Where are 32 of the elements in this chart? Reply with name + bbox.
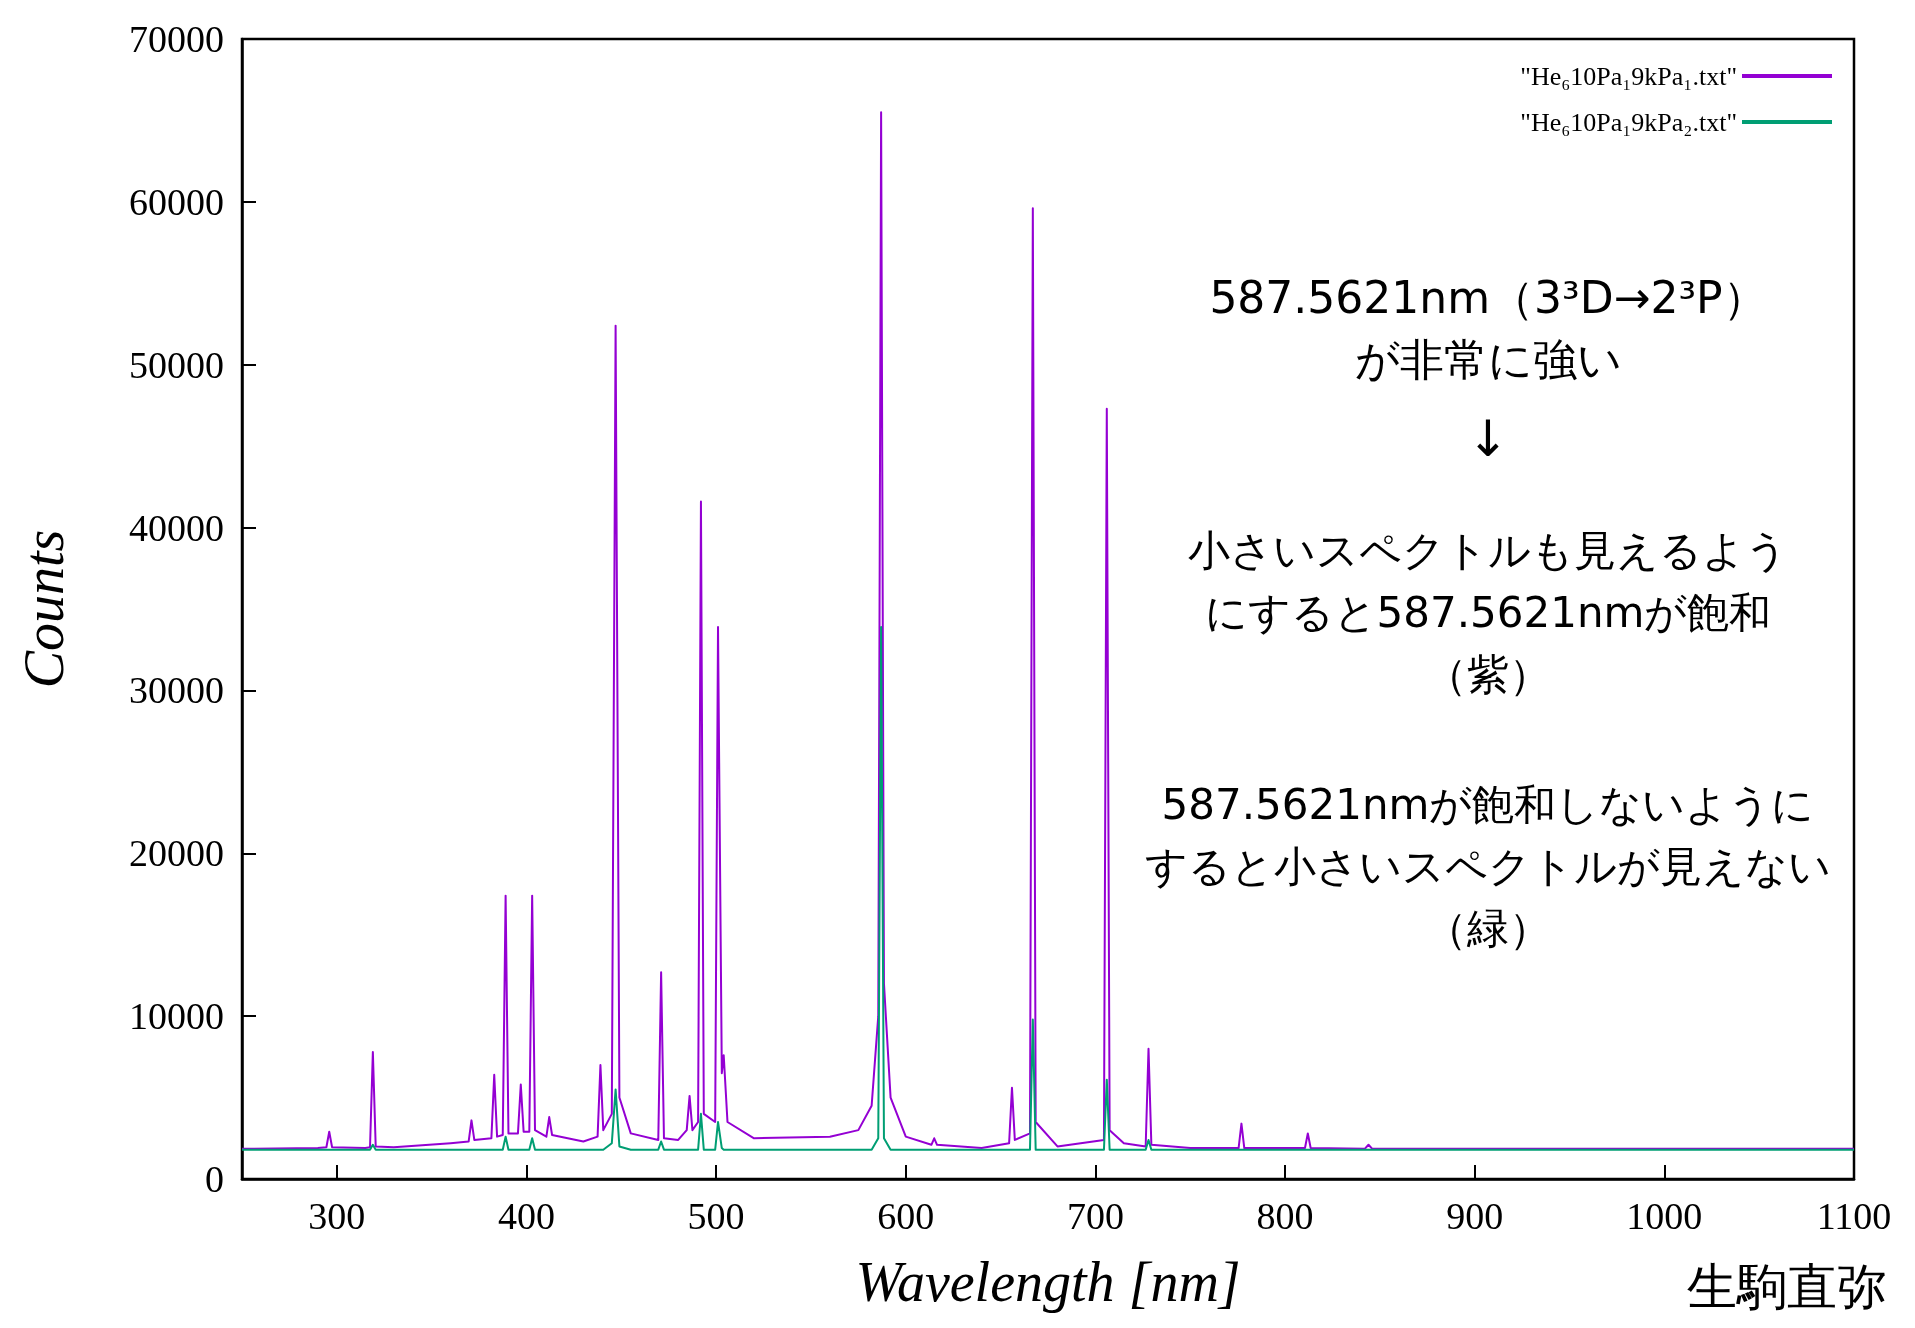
y-axis-title: Counts: [13, 529, 75, 689]
annotation: にすると587.5621nmが飽和: [1204, 587, 1772, 637]
x-tick-label: 700: [1066, 1195, 1124, 1237]
x-axis-title: Wavelength [nm]: [855, 1251, 1241, 1313]
annotation: 587.5621nmが飽和しないように: [1161, 779, 1815, 829]
annotation: が非常に強い: [1354, 334, 1622, 386]
annotation: （紫）: [1425, 649, 1551, 699]
x-tick-label: 400: [497, 1195, 555, 1237]
x-tick-label: 1100: [1816, 1195, 1892, 1237]
y-tick-label: 50000: [129, 343, 224, 386]
x-tick-label: 600: [877, 1195, 935, 1237]
x-tick-label: 1000: [1626, 1195, 1703, 1237]
legend-label: "He₆10Pa₁9kPa₂.txt": [1520, 107, 1737, 137]
y-tick-label: 20000: [129, 832, 224, 875]
y-tick-label: 70000: [129, 18, 224, 60]
x-tick-label: 900: [1446, 1195, 1504, 1237]
text: 生駒直弥: [1687, 1258, 1887, 1316]
y-tick-label: 10000: [129, 995, 224, 1038]
legend-label: "He₆10Pa₁9kPa₁.txt": [1520, 61, 1737, 91]
annotation: 587.5621nm（3³D→2³P）: [1209, 272, 1767, 324]
annotation: 小さいスペクトルも見えるよう: [1188, 525, 1788, 575]
annotation: すると小さいスペクトルが見えない: [1145, 841, 1831, 891]
annotation: （緑）: [1425, 903, 1551, 953]
x-tick-label: 800: [1256, 1195, 1314, 1237]
y-tick-label: 40000: [129, 506, 224, 549]
line-series: [241, 111, 1855, 1150]
y-tick-label: 60000: [129, 180, 224, 223]
x-tick-label: 500: [687, 1195, 745, 1237]
x-tick-label: 300: [308, 1195, 366, 1237]
annotation: ↓: [1467, 410, 1509, 469]
y-tick-label: 30000: [129, 669, 224, 712]
y-tick-label: 0: [205, 1158, 224, 1200]
